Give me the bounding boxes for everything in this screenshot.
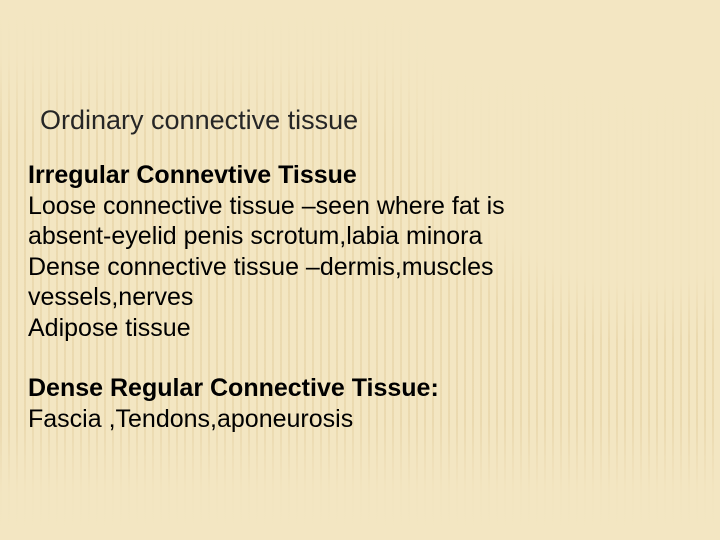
section-irregular: Irregular Connevtive Tissue Loose connec… (28, 160, 588, 343)
content-area: Ordinary connective tissue Irregular Con… (0, 0, 720, 540)
slide-title: Ordinary connective tissue (40, 105, 358, 136)
body-line: Loose connective tissue –seen where fat … (28, 191, 588, 252)
body-line: Fascia ,Tendons,aponeurosis (28, 404, 588, 435)
section-heading: Irregular Connevtive Tissue (28, 160, 588, 191)
body-line: Adipose tissue (28, 313, 588, 344)
body-line: Dense connective tissue –dermis,muscles … (28, 252, 588, 313)
slide-body: Irregular Connevtive Tissue Loose connec… (28, 160, 588, 434)
section-dense-regular: Dense Regular Connective Tissue: Fascia … (28, 373, 588, 434)
section-heading: Dense Regular Connective Tissue: (28, 373, 588, 404)
slide: Ordinary connective tissue Irregular Con… (0, 0, 720, 540)
